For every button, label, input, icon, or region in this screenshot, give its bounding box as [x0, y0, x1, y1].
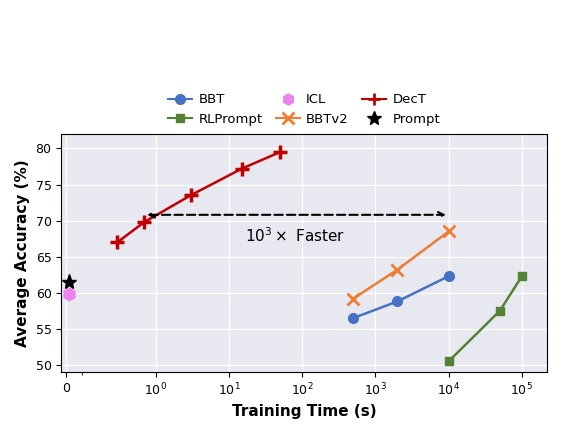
- BBT: [350, 316, 357, 321]
- BBTv2: [350, 296, 357, 301]
- RLPrompt: [445, 358, 452, 364]
- DecT: [187, 193, 194, 198]
- RLPrompt: [519, 273, 525, 279]
- Text: $10^3 \times$ Faster: $10^3 \times$ Faster: [245, 227, 345, 245]
- Line: BBT: BBT: [348, 271, 454, 323]
- DecT: [114, 240, 121, 245]
- DecT: [277, 149, 283, 155]
- Line: RLPrompt: RLPrompt: [445, 272, 526, 365]
- X-axis label: Training Time (s): Training Time (s): [232, 404, 377, 419]
- DecT: [238, 166, 245, 171]
- BBTv2: [445, 229, 452, 234]
- BBT: [445, 273, 452, 279]
- Legend: BBT, RLPrompt, ICL, BBTv2, DecT, Prompt: BBT, RLPrompt, ICL, BBTv2, DecT, Prompt: [163, 88, 446, 132]
- RLPrompt: [496, 308, 503, 313]
- BBTv2: [394, 267, 401, 272]
- Line: BBTv2: BBTv2: [347, 225, 455, 305]
- DecT: [141, 220, 148, 225]
- BBT: [394, 299, 401, 304]
- Line: DecT: DecT: [111, 145, 287, 249]
- Y-axis label: Average Accuracy (%): Average Accuracy (%): [15, 159, 30, 347]
